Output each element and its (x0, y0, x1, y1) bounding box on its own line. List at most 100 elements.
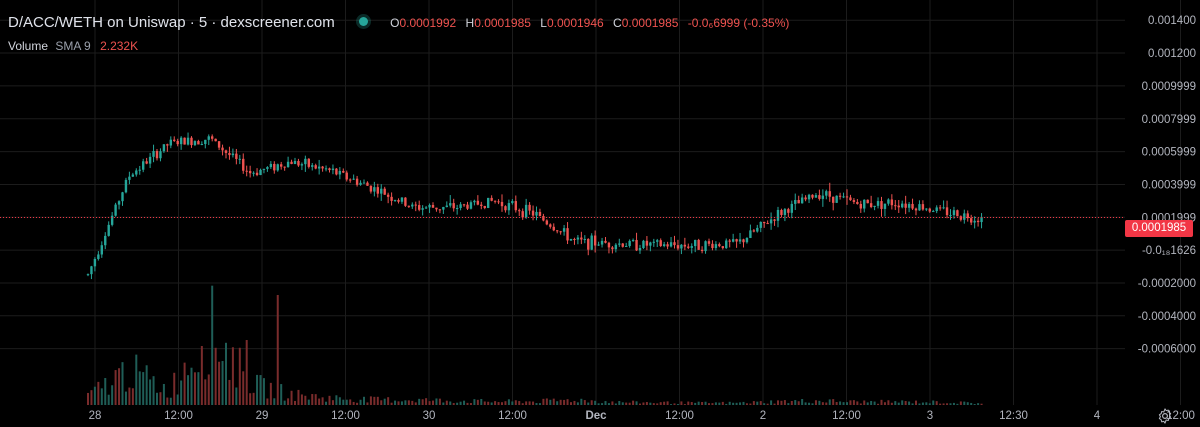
volume-bar (225, 342, 227, 405)
low-value: 0.0001946 (546, 16, 604, 30)
candle-body (735, 239, 738, 242)
candle-body (956, 210, 959, 217)
candle-body (248, 170, 252, 174)
candle-body (404, 197, 407, 206)
volume-bar (611, 401, 614, 405)
candle-body (549, 224, 552, 227)
candle-body (980, 217, 983, 223)
volume-bar (252, 392, 255, 405)
volume-bar (445, 400, 448, 405)
volume-bar (149, 379, 152, 405)
candle-body (162, 144, 166, 152)
volume-bar (335, 395, 338, 405)
candle-body (680, 244, 683, 249)
volume-bar (511, 401, 514, 405)
volume-bar (238, 347, 241, 405)
volume-bar (952, 402, 955, 405)
candle-body (259, 169, 262, 176)
volume-bar (414, 402, 417, 405)
candle-body (155, 150, 159, 159)
candle-body (142, 161, 145, 170)
candle-body (625, 245, 628, 247)
volume-bar (387, 397, 390, 405)
volume-bar (873, 401, 876, 405)
volume-bar (763, 403, 766, 405)
candle-body (938, 207, 942, 209)
candle-body (790, 203, 793, 213)
volume-bar (435, 398, 438, 405)
volume-bar (642, 402, 645, 405)
volume-bar (204, 379, 207, 405)
candle-body (562, 228, 566, 232)
volume-bar (376, 396, 379, 405)
candle-body (252, 172, 255, 174)
candle-body (493, 200, 497, 202)
volume-bar (307, 399, 310, 405)
candle-body (590, 235, 593, 250)
volume-bar (846, 402, 848, 405)
candle-body (390, 196, 393, 201)
candle-body (887, 199, 890, 204)
volume-bar (918, 403, 921, 405)
volume-bar (587, 402, 590, 405)
candle-body (490, 197, 493, 201)
candle-body (421, 208, 424, 210)
candle-body (600, 240, 604, 245)
candle-body (114, 204, 117, 216)
settings-gear-icon[interactable] (1156, 407, 1174, 425)
volume-bar (369, 396, 372, 405)
candle-body (866, 199, 869, 204)
volume-bar (966, 402, 969, 405)
x-tick-label: 12:00 (331, 410, 360, 422)
candle-body (604, 240, 607, 243)
volume-bar (152, 376, 155, 405)
volume-bar (625, 402, 628, 405)
candle-body (973, 220, 976, 223)
volume-bar (314, 394, 317, 405)
candle-body (976, 220, 980, 223)
volume-bar (787, 403, 790, 405)
volume-bar (894, 401, 897, 405)
low-key: L (540, 16, 547, 30)
volume-bar (728, 401, 731, 405)
volume-bar (452, 403, 455, 405)
time-axis[interactable]: 28 12:00 29 12:00 30 12:00 Dec 12:00 2 12:00 3 12:3… (89, 410, 1195, 422)
volume-bar (939, 403, 942, 405)
candle-body (473, 200, 476, 203)
volume-bar (211, 285, 214, 405)
candle-body (366, 182, 369, 186)
volume-bar (777, 400, 779, 405)
candle-body (863, 199, 866, 209)
volume-bar (104, 378, 107, 405)
candle-body (193, 141, 197, 146)
volume-bar (390, 402, 393, 405)
candle-body (290, 161, 293, 165)
candle-body (718, 244, 721, 247)
volume-bar (932, 400, 935, 405)
candle-body (832, 196, 835, 203)
candle-body (869, 203, 873, 208)
volume-bar (159, 392, 162, 405)
volume-bar (835, 402, 838, 405)
volume-bar (525, 401, 528, 405)
price-axis[interactable]: 0.001400 0.001200 0.0009999 0.0007999 0.0005… (1138, 15, 1196, 355)
volume-legend[interactable]: Volume SMA 9 2.232K (8, 39, 138, 53)
y-tick-label: -0.0004000 (1138, 311, 1196, 323)
candle-body (635, 239, 638, 251)
volume-bar (628, 402, 631, 405)
candle-body (945, 207, 949, 216)
x-tick-label: 28 (89, 410, 102, 422)
candle-body (438, 209, 442, 211)
candle-body (204, 139, 207, 145)
candle-body (528, 204, 531, 211)
volume-bar (273, 398, 276, 405)
candle-body (794, 199, 797, 204)
volume-bar (711, 403, 714, 405)
candle-body (273, 163, 276, 171)
candle-body (911, 203, 914, 209)
volume-bar (400, 401, 403, 405)
candle-body (100, 245, 103, 255)
candle-body (266, 167, 269, 169)
volume-bar (542, 398, 545, 405)
